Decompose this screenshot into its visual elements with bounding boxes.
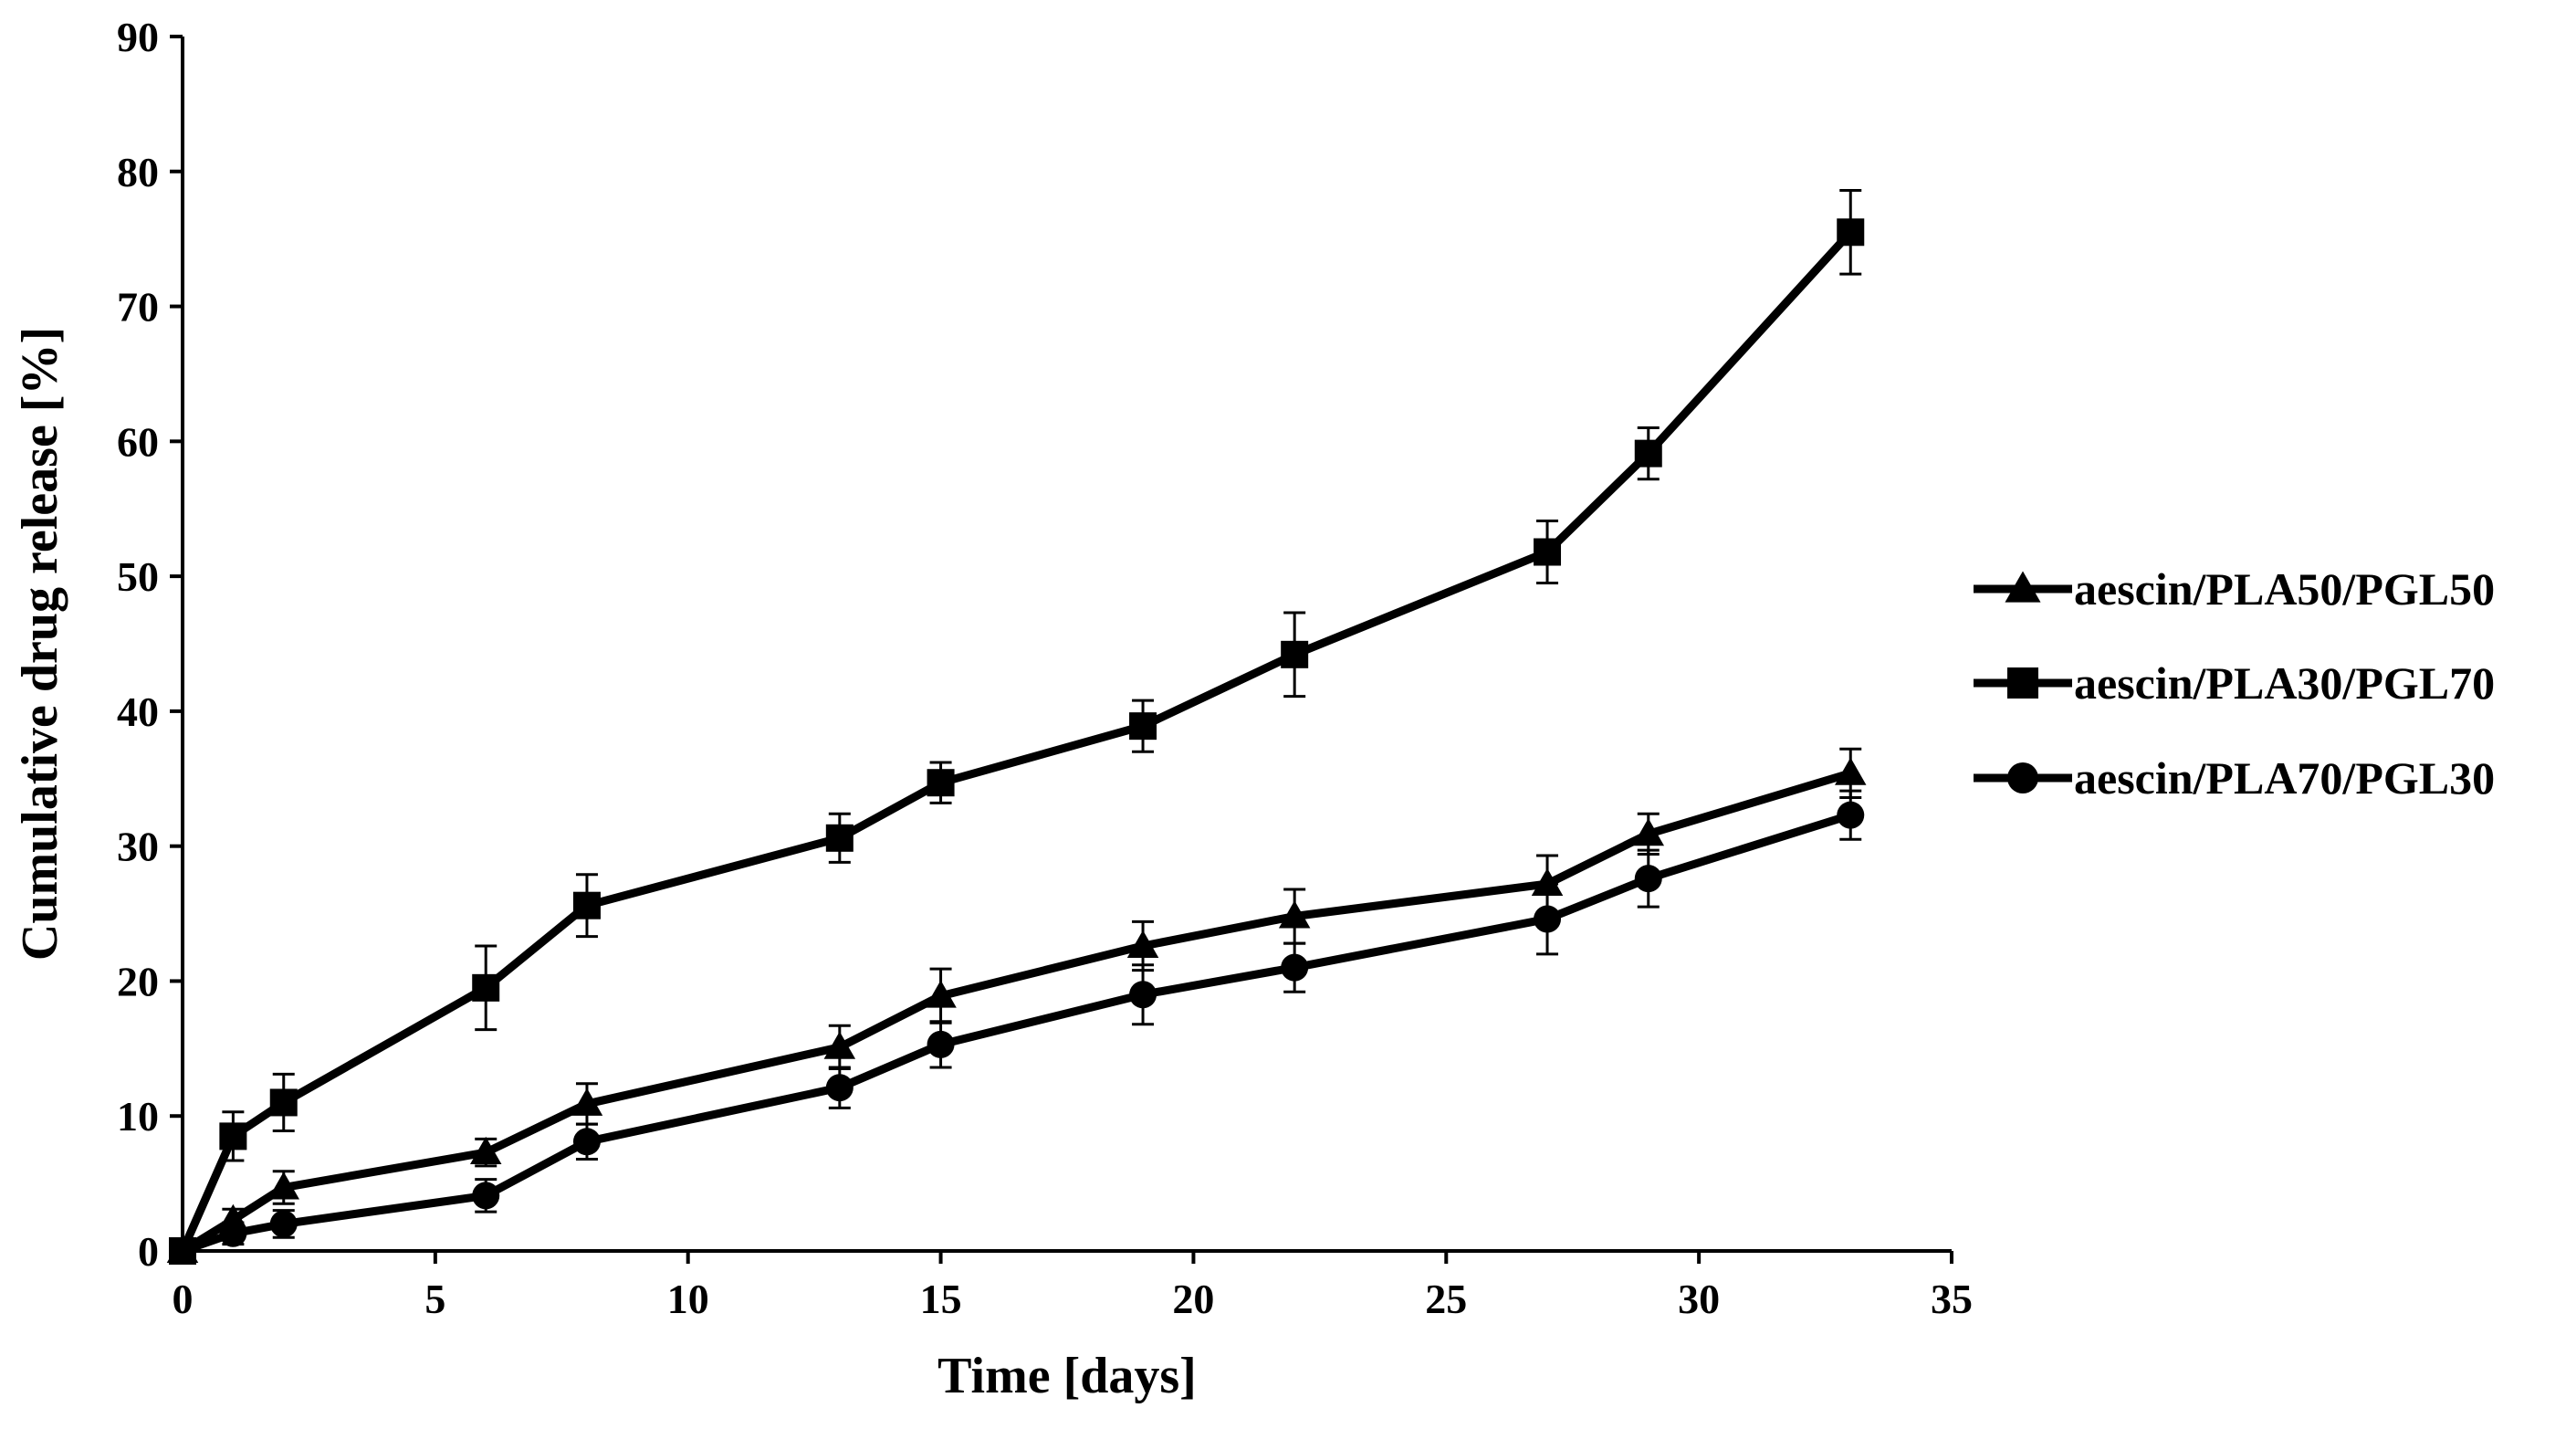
series-triangle <box>166 747 1867 1263</box>
data-point <box>1837 218 1865 247</box>
data-point <box>269 1088 298 1117</box>
legend-marker-circle <box>2007 762 2038 793</box>
legend-label: aescin/PLA70/PGL30 <box>2074 752 2495 804</box>
y-tick-label: 90 <box>117 14 159 60</box>
y-tick-label: 0 <box>138 1228 159 1275</box>
data-point <box>472 1182 500 1210</box>
data-point <box>169 1237 196 1265</box>
data-point <box>572 1128 601 1156</box>
data-point <box>1634 865 1662 893</box>
series-line <box>181 811 1852 1256</box>
x-tick-label: 30 <box>1678 1276 1720 1322</box>
data-point <box>1837 801 1865 829</box>
data-point <box>1126 930 1159 958</box>
data-point <box>825 824 853 852</box>
data-point <box>1534 905 1562 933</box>
data-point <box>469 1136 502 1165</box>
data-point <box>825 1074 853 1102</box>
legend-item: aescin/PLA70/PGL30 <box>1974 752 2495 804</box>
x-tick-label: 25 <box>1425 1276 1467 1322</box>
x-tick-label: 10 <box>667 1276 709 1322</box>
data-point <box>1634 439 1662 468</box>
x-tick-label: 15 <box>920 1276 962 1322</box>
x-tick-label: 20 <box>1172 1276 1214 1322</box>
y-tick-label: 40 <box>117 688 159 735</box>
data-point <box>927 1030 955 1058</box>
data-point <box>572 891 601 919</box>
data-point <box>472 973 500 1002</box>
data-point <box>823 1031 856 1059</box>
data-point <box>219 1219 247 1247</box>
series-line <box>178 229 1854 1253</box>
data-point <box>269 1210 298 1238</box>
data-point <box>1835 757 1867 785</box>
legend: aescin/PLA50/PGL50 aescin/PLA30/PGL70 aesc… <box>1974 563 2495 804</box>
legend-label: aescin/PLA50/PGL50 <box>2074 563 2495 615</box>
data-point <box>219 1122 247 1151</box>
y-tick-label: 20 <box>117 958 159 1004</box>
x-axis-label: Time [days] <box>937 1348 1197 1404</box>
x-tick-label: 5 <box>424 1276 445 1322</box>
y-axis-label: Cumulative drug release [%] <box>12 327 68 961</box>
axes <box>181 37 1952 1253</box>
data-point <box>1281 640 1309 668</box>
legend-marker-square <box>2007 667 2038 699</box>
y-tick-label: 70 <box>117 284 159 331</box>
y-tick-label: 50 <box>117 553 159 600</box>
legend-item: aescin/PLA50/PGL50 <box>1974 563 2495 615</box>
series-circle <box>169 789 1865 1265</box>
legend-item: aescin/PLA30/PGL70 <box>1974 657 2495 709</box>
data-point <box>1534 538 1562 566</box>
data-point <box>1129 712 1157 741</box>
data-point <box>571 1088 603 1116</box>
series-area <box>166 188 1867 1265</box>
y-tick-label: 60 <box>117 418 159 465</box>
data-point <box>1531 867 1564 896</box>
legend-marker-triangle <box>2005 571 2041 603</box>
x-tick-label: 0 <box>173 1276 194 1322</box>
ticks: 0 5 10 15 20 25 30 35 0 10 20 30 40 50 60 70 80 90 <box>117 14 1973 1322</box>
data-point <box>927 769 955 797</box>
y-tick-label: 30 <box>117 824 159 870</box>
x-tick-label: 35 <box>1931 1276 1973 1322</box>
data-point <box>1632 818 1665 846</box>
data-point <box>925 980 957 1008</box>
legend-label: aescin/PLA30/PGL70 <box>2074 657 2495 709</box>
data-point <box>1129 981 1157 1009</box>
y-tick-label: 10 <box>117 1093 159 1140</box>
series-square <box>169 188 1865 1265</box>
data-point <box>267 1172 299 1200</box>
data-point <box>1278 900 1311 929</box>
y-tick-label: 80 <box>117 149 159 195</box>
series-line <box>180 769 1852 1255</box>
data-point <box>1281 953 1309 982</box>
